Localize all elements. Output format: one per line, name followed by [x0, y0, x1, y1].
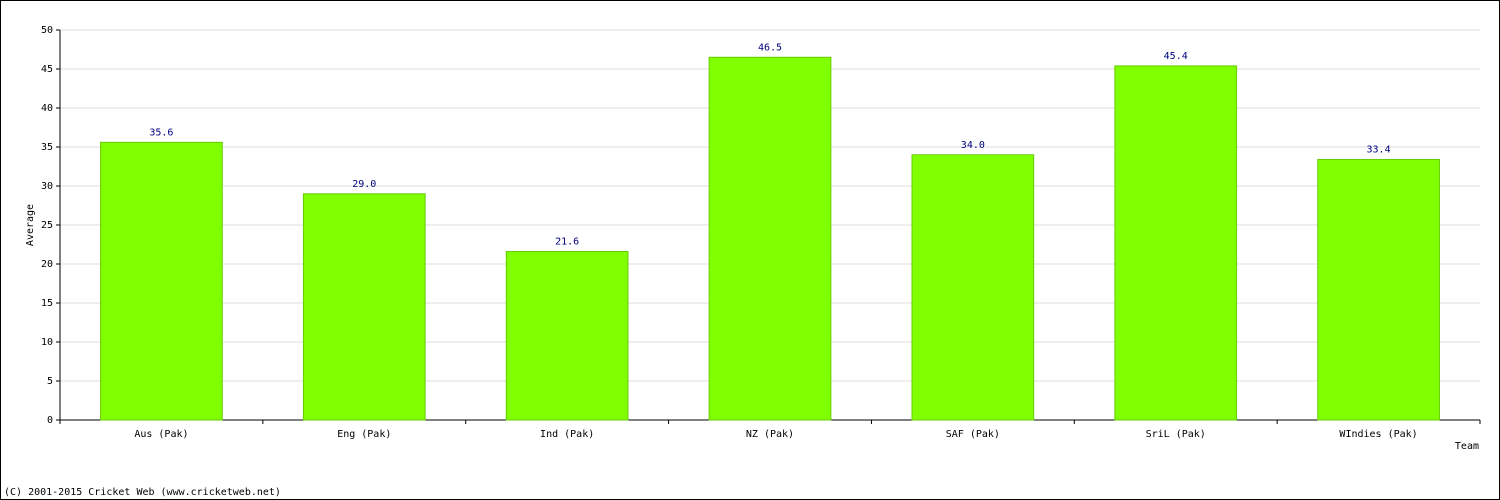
- y-tick-label: 15: [41, 298, 53, 309]
- value-label: 46.5: [758, 42, 782, 53]
- x-tick-label: Eng (Pak): [337, 429, 391, 440]
- y-axis-label: Average: [25, 204, 36, 246]
- y-tick-label: 30: [41, 181, 53, 192]
- value-label: 45.4: [1164, 51, 1188, 62]
- y-tick-label: 50: [41, 25, 53, 36]
- value-label: 29.0: [352, 179, 376, 190]
- value-label: 35.6: [149, 127, 173, 138]
- y-tick-label: 20: [41, 259, 53, 270]
- bar: [911, 154, 1035, 421]
- y-tick-label: 35: [41, 142, 53, 153]
- bar: [100, 141, 223, 421]
- y-tick-label: 5: [47, 376, 53, 387]
- x-tick-label: Aus (Pak): [134, 429, 188, 440]
- x-tick-label: WIndies (Pak): [1339, 429, 1417, 440]
- value-label: 33.4: [1367, 144, 1391, 155]
- bar: [1114, 65, 1238, 421]
- y-tick-label: 45: [41, 64, 53, 75]
- y-tick-label: 0: [47, 415, 53, 426]
- y-tick-label: 25: [41, 220, 53, 231]
- bar: [708, 56, 832, 421]
- y-tick-label: 10: [41, 337, 53, 348]
- bar: [1317, 158, 1440, 421]
- x-tick-label: Ind (Pak): [540, 429, 594, 440]
- x-axis-label: Team: [1455, 441, 1479, 452]
- value-label: 34.0: [961, 140, 985, 151]
- x-tick-label: NZ (Pak): [746, 429, 794, 440]
- footer: (C) 2001-2015 Cricket Web (www.cricketwe…: [4, 487, 281, 498]
- bar: [302, 193, 426, 421]
- y-tick-label: 40: [41, 103, 53, 114]
- x-tick-label: SAF (Pak): [946, 429, 1000, 440]
- bar: [505, 251, 629, 421]
- value-label: 21.6: [555, 237, 579, 248]
- x-tick-label: SriL (Pak): [1146, 429, 1206, 440]
